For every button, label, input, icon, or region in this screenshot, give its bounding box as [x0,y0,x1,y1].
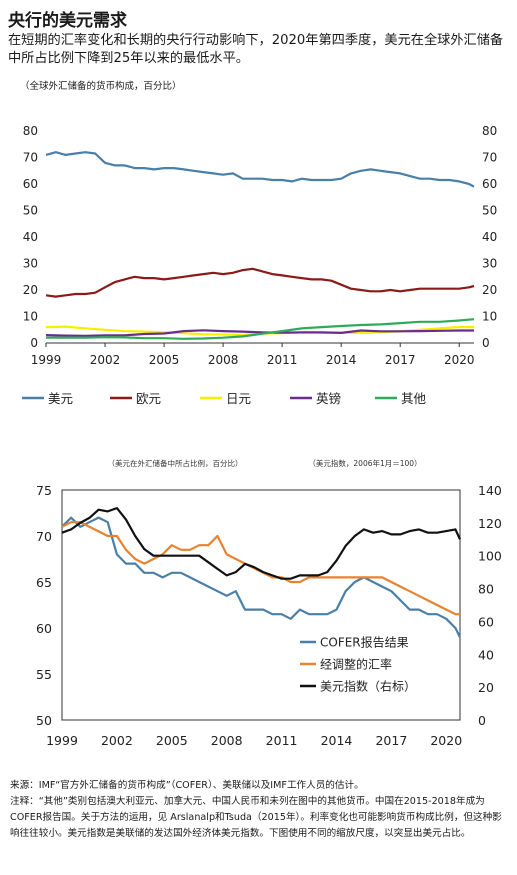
series-line [45,151,475,188]
footer-notes: 来源：IMF“官方外汇储备的货币构成”（COFER）、美联储以及IMF工作人员的… [10,778,510,842]
y-tick-label-right: 0 [482,336,490,350]
y-tick-label-left: 50 [36,713,52,728]
y-tick-label-right: 20 [482,283,497,297]
page-subtitle: 在短期的汇率变化和长期的央行行动影响下，2020年第四季度，美元在全球外汇储备中… [8,33,504,66]
x-tick-label: 2002 [101,733,133,748]
y-tick-label-left: 75 [36,483,52,498]
legend-label: 其他 [401,391,427,406]
x-tick-label: 1999 [46,733,78,748]
right-axis-label: （美元指数，2006年1月＝100） [308,458,421,468]
legend-label: 英镑 [316,391,341,406]
x-tick-label: 2008 [208,353,239,367]
y-tick-label-left: 80 [23,124,38,138]
x-tick-label: 2005 [149,353,180,367]
x-tick-label: 2011 [267,353,298,367]
y-tick-label-right: 20 [478,680,494,695]
y-tick-label-right: 0 [478,713,486,728]
series-line [45,329,474,337]
y-tick-label-right: 140 [478,483,502,498]
y-tick-label-left: 65 [36,575,52,590]
y-tick-label-right: 100 [478,549,502,564]
x-tick-label: 2011 [266,733,298,748]
x-tick-label: 1999 [31,353,62,367]
y-tick-label-right: 60 [482,177,497,191]
legend-label: 美元指数（右标） [320,679,416,694]
source-note: 来源：IMF“官方外汇储备的货币构成”（COFER）、美联储以及IMF工作人员的… [10,780,364,791]
x-tick-label: 2005 [156,733,188,748]
y-tick-label-right: 50 [482,204,497,218]
y-tick-label-left: 70 [36,529,52,544]
legend-label: 经调整的汇率 [320,657,392,672]
y-tick-label-left: 30 [23,257,38,271]
y-tick-label-right: 120 [478,516,502,531]
y-tick-label-right: 80 [482,124,497,138]
chart-dollar-share-vs-index: （美元在外汇储备中所占比例，百分比） （美元指数，2006年1月＝100） 50 55… [36,458,502,748]
series-line [61,516,461,638]
y-tick-label-right: 60 [478,614,494,629]
x-tick-label: 2008 [211,733,243,748]
x-tick-label: 2014 [326,353,357,367]
page-title: 央行的美元需求 [8,11,127,31]
x-tick-label: 2002 [90,353,121,367]
y-tick-label-left: 60 [36,621,52,636]
series-line [61,506,461,580]
plot-frame [61,489,461,721]
y-tick-label-left: 60 [23,177,38,191]
y-tick-label-right: 70 [482,151,497,165]
legend-label: 日元 [226,391,251,406]
methodology-note: 注释：“其他”类别包括澳大利亚元、加拿大元、中国人民币和未列在图中的其他货币。中… [10,796,502,839]
y-tick-label-left: 20 [23,283,38,297]
left-axis-label: （美元在外汇储备中所占比例，百分比） [108,458,243,468]
x-tick-label: 2020 [444,353,475,367]
y-tick-label-left: 70 [23,151,38,165]
chart1-unit-label: （全球外汇储备的货币构成，百分比） [20,81,182,92]
y-tick-label-right: 40 [482,230,497,244]
x-tick-label: 2014 [321,733,353,748]
y-tick-label-left: 50 [23,204,38,218]
y-tick-label-right: 80 [478,582,494,597]
y-tick-label-left: 0 [30,336,38,350]
x-tick-label: 2020 [430,733,462,748]
y-tick-label-left: 40 [23,230,38,244]
legend-label: COFER报告结果 [320,635,409,650]
y-tick-label-left: 10 [23,310,38,324]
y-tick-label-left: 55 [36,667,52,682]
y-tick-label-right: 30 [482,257,497,271]
legend-label: 欧元 [136,391,161,406]
x-tick-label: 2017 [385,353,416,367]
y-tick-label-right: 40 [478,647,494,662]
series-line [46,318,475,340]
y-tick-label-right: 10 [482,310,497,324]
series-line [45,267,475,298]
x-tick-label: 2017 [375,733,407,748]
legend-label: 美元 [48,391,73,406]
